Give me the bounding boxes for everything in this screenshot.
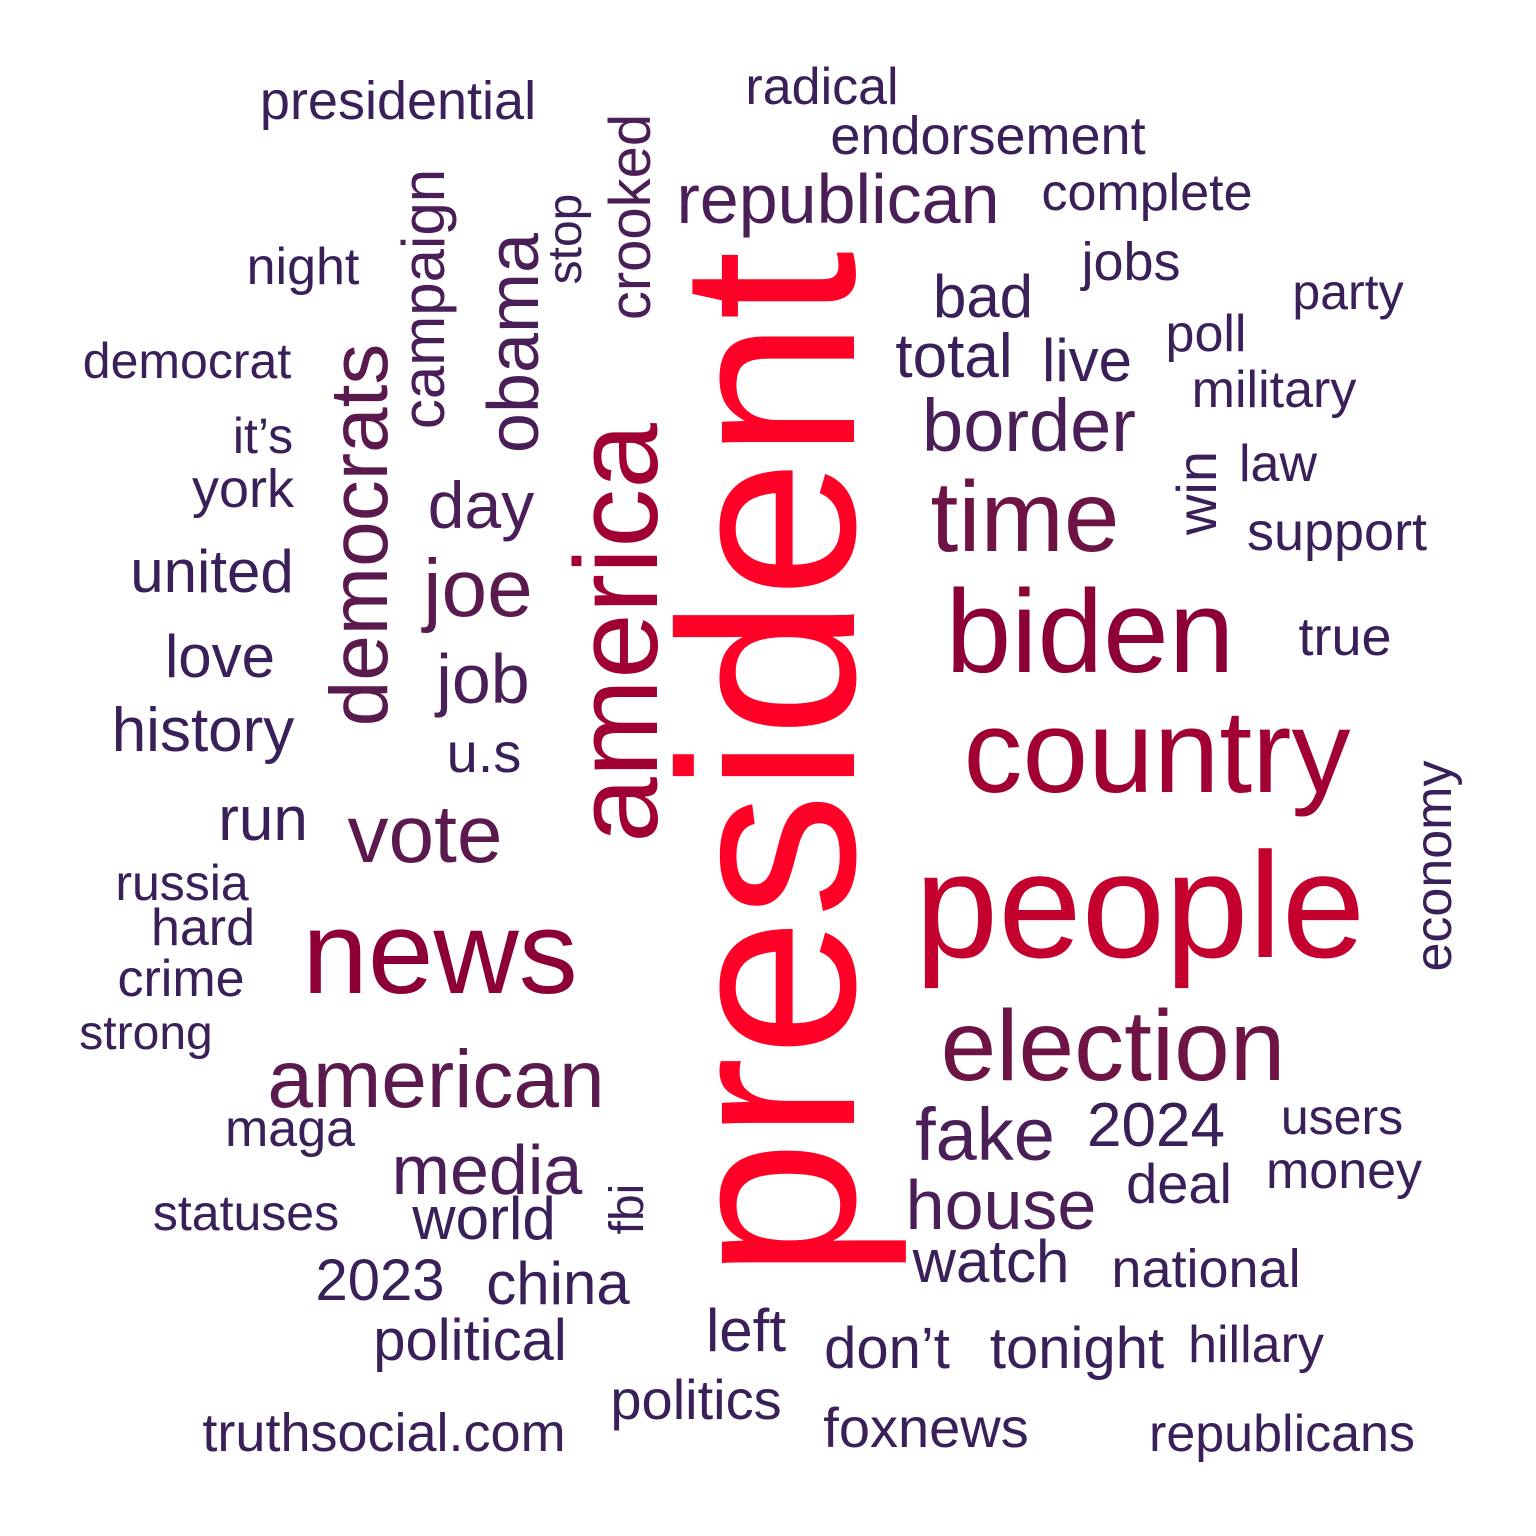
word-maga: maga: [224, 1100, 356, 1158]
word-united: united: [130, 538, 294, 605]
word-stop: stop: [539, 193, 592, 285]
word-day: day: [427, 468, 535, 542]
word-media: media: [391, 1131, 583, 1209]
word-deal: deal: [1126, 1152, 1232, 1215]
word-2024: 2024: [1087, 1091, 1225, 1160]
word-hard: hard: [150, 899, 256, 957]
word-news: news: [302, 887, 578, 1019]
word-crime: crime: [117, 950, 245, 1008]
word-military: military: [1191, 361, 1357, 419]
word-complete: complete: [1041, 164, 1253, 222]
word-border: border: [922, 384, 1136, 467]
word-economy: economy: [1405, 760, 1463, 972]
word-american: american: [267, 1034, 605, 1125]
word-tonight: tonight: [989, 1316, 1165, 1381]
word-its: it’s: [232, 408, 294, 464]
word-endorsement: endorsement: [830, 106, 1146, 166]
word-fbi: fbi: [601, 1183, 654, 1235]
word-night: night: [246, 238, 360, 296]
word-democrats: democrats: [314, 343, 405, 727]
word-jobs: jobs: [1081, 232, 1181, 292]
word-fake: fake: [915, 1093, 1055, 1176]
word-history: history: [111, 696, 295, 765]
word-republican: republican: [676, 160, 1000, 238]
word-law: law: [1238, 435, 1318, 493]
word-politics: politics: [610, 1368, 782, 1431]
word-poll: poll: [1165, 305, 1247, 363]
word-statuses: statuses: [152, 1185, 340, 1241]
word-money: money: [1265, 1142, 1423, 1200]
word-national: national: [1111, 1239, 1301, 1299]
word-left: left: [705, 1297, 787, 1364]
word-dont: don’t: [824, 1316, 950, 1381]
word-2023: 2023: [315, 1248, 445, 1313]
word-vote: vote: [347, 789, 503, 880]
word-house: house: [905, 1166, 1097, 1244]
word-russia: russia: [115, 855, 249, 911]
word-political: political: [373, 1308, 567, 1373]
word-total: total: [895, 322, 1013, 391]
word-joe: joe: [423, 543, 533, 634]
word-live: live: [1041, 327, 1133, 394]
word-america: america: [551, 423, 683, 843]
word-election: election: [940, 990, 1286, 1102]
word-biden: biden: [945, 566, 1235, 698]
word-republicans: republicans: [1149, 1405, 1415, 1463]
word-party: party: [1292, 264, 1404, 320]
word-support: support: [1246, 502, 1428, 562]
word-foxnews: foxnews: [823, 1396, 1029, 1459]
word-watch: watch: [912, 1228, 1070, 1295]
word-run: run: [218, 785, 308, 854]
word-strong: strong: [79, 1007, 213, 1060]
word-win: win: [1165, 450, 1228, 536]
word-truthsocial: truthsocial.com: [202, 1403, 566, 1463]
word-presidential: presidential: [259, 71, 537, 131]
word-democrat: democrat: [82, 333, 292, 389]
word-campaign: campaign: [390, 168, 457, 430]
word-time: time: [930, 461, 1120, 573]
word-york: york: [191, 459, 295, 519]
word-crooked: crooked: [598, 113, 663, 321]
word-users: users: [1280, 1089, 1404, 1145]
word-people: people: [914, 821, 1366, 989]
word-country: country: [963, 686, 1351, 818]
word-radical: radical: [745, 58, 899, 116]
word-us: u.s: [446, 721, 522, 784]
word-job: job: [436, 640, 530, 718]
word-hillary: hillary: [1188, 1316, 1324, 1374]
word-china: china: [486, 1250, 630, 1317]
word-world: world: [412, 1185, 556, 1252]
word-true: true: [1298, 607, 1392, 667]
word-love: love: [164, 623, 276, 690]
word-bad: bad: [932, 263, 1034, 330]
